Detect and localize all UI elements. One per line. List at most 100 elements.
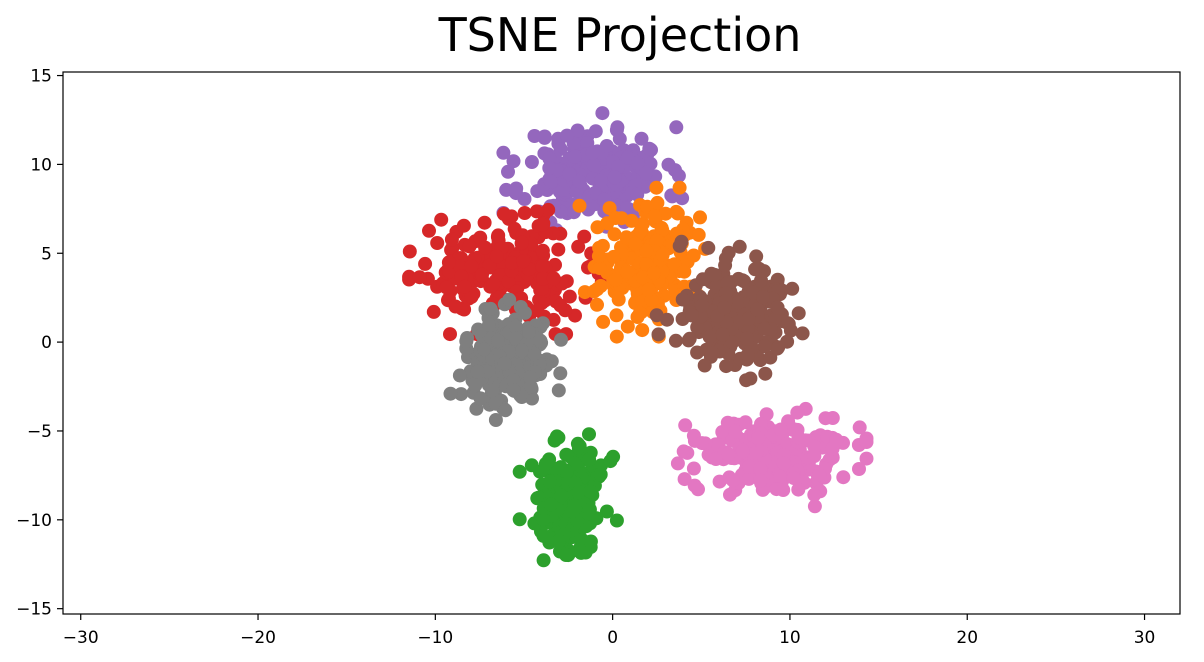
scatter-point	[562, 289, 577, 304]
scatter-point	[535, 217, 550, 232]
scatter-point	[731, 295, 746, 310]
scatter-point	[587, 284, 602, 299]
scatter-point	[741, 471, 756, 486]
scatter-point	[512, 464, 527, 479]
scatter-point	[634, 131, 649, 146]
scatter-point	[609, 308, 624, 323]
scatter-point	[677, 264, 692, 279]
y-tick-label: −15	[16, 600, 52, 620]
scatter-point	[517, 206, 532, 220]
scatter-point	[586, 158, 601, 173]
scatter-point	[725, 473, 740, 488]
scatter-point	[606, 249, 621, 264]
y-tick-label: −5	[27, 422, 52, 442]
scatter-point	[651, 327, 666, 342]
scatter-point	[632, 306, 647, 321]
scatter-point	[630, 187, 645, 202]
scatter-point	[468, 378, 483, 393]
scatter-point	[649, 233, 664, 248]
scatter-point	[655, 222, 670, 237]
scatter-point	[753, 461, 768, 476]
scatter-point	[852, 462, 866, 476]
scatter-point	[790, 405, 805, 420]
scatter-point	[818, 411, 833, 426]
scatter-point	[717, 300, 732, 315]
scatter-point	[776, 483, 791, 497]
scatter-point	[524, 155, 539, 169]
scatter-point	[535, 243, 550, 258]
scatter-point	[470, 364, 485, 379]
scatter-point	[638, 166, 653, 181]
scatter-point	[577, 229, 592, 244]
scatter-point	[600, 216, 615, 231]
y-tick-label: 15	[30, 67, 52, 87]
scatter-point	[723, 487, 737, 502]
scatter-point	[791, 430, 806, 445]
scatter-point	[749, 249, 764, 264]
scatter-point	[753, 473, 768, 488]
scatter-point	[690, 320, 705, 335]
scatter-point	[780, 334, 795, 349]
scatter-point	[477, 342, 491, 357]
scatter-point	[667, 257, 682, 272]
scatter-point	[593, 467, 608, 482]
scatter-point	[530, 184, 545, 199]
scatter-point	[686, 461, 701, 476]
scatter-point	[537, 130, 552, 145]
scatter-point	[430, 236, 445, 250]
scatter-point	[669, 204, 684, 219]
scatter-point	[702, 329, 717, 344]
scatter-point	[523, 370, 538, 385]
scatter-point	[496, 145, 511, 160]
scatter-point	[676, 444, 691, 459]
scatter-point	[443, 327, 457, 342]
scatter-point	[742, 459, 757, 474]
scatter-point	[750, 302, 765, 317]
scatter-point	[506, 373, 521, 388]
scatter-point	[642, 141, 657, 156]
scatter-point	[514, 235, 529, 250]
scatter-point	[633, 223, 648, 238]
scatter-point	[551, 383, 566, 398]
x-tick-label: 10	[779, 628, 801, 648]
scatter-point	[732, 239, 747, 254]
scatter-point	[422, 223, 436, 238]
scatter-point	[670, 456, 685, 471]
scatter-point	[609, 329, 624, 344]
scatter-point	[536, 528, 551, 543]
scatter-point	[791, 482, 806, 497]
scatter-point	[562, 167, 577, 182]
scatter-point	[439, 280, 454, 295]
scatter-point	[695, 298, 710, 313]
scatter-point	[658, 206, 673, 221]
scatter-point	[448, 299, 463, 314]
scatter-point	[582, 502, 597, 517]
scatter-point	[514, 343, 529, 358]
scatter-point	[486, 277, 501, 292]
scatter-point	[475, 267, 489, 282]
scatter-point	[559, 548, 573, 562]
scatter-point	[807, 499, 822, 514]
scatter-point	[829, 432, 844, 447]
scatter-point	[567, 149, 582, 164]
scatter-point	[554, 488, 569, 503]
scatter-point	[672, 180, 687, 195]
scatter-point	[677, 472, 692, 487]
x-tick-label: 0	[607, 628, 618, 648]
scatter-point	[504, 255, 519, 270]
scatter-point	[590, 297, 604, 312]
scatter-point	[807, 439, 822, 454]
scatter-point	[705, 346, 720, 360]
scatter-point	[489, 249, 504, 264]
scatter-point	[497, 207, 511, 221]
scatter-point	[708, 452, 723, 466]
scatter-point	[608, 272, 623, 287]
scatter-point	[582, 427, 596, 442]
scatter-point	[649, 308, 664, 323]
scatter-point	[609, 513, 624, 528]
scatter-point	[695, 272, 710, 287]
x-tick-label: −30	[63, 628, 99, 648]
scatter-point	[482, 317, 496, 332]
scatter-point	[529, 204, 544, 219]
